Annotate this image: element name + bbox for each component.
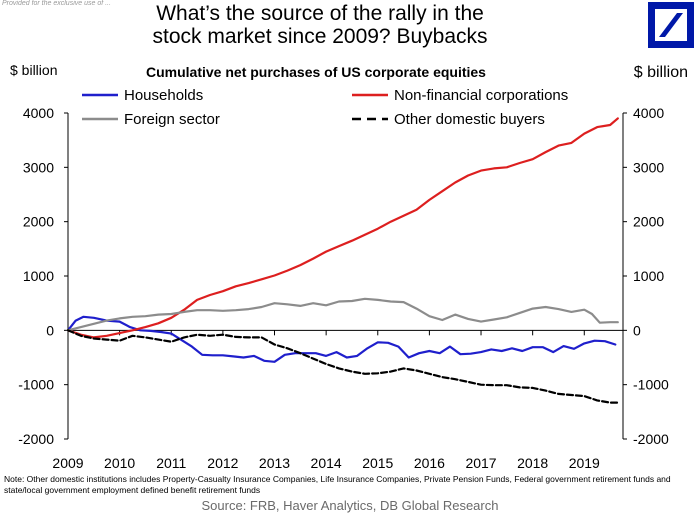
right-axis-unit: $ billion: [633, 64, 688, 81]
x-tick-label: 2011: [156, 455, 186, 471]
x-tick-label: 2015: [362, 455, 393, 471]
footnote: Note: Other domestic institutions includ…: [4, 474, 671, 495]
y-tick-label-right: -2000: [633, 431, 669, 447]
chart-title: Cumulative net purchases of US corporate…: [146, 64, 486, 80]
legend-label: Other domestic buyers: [394, 111, 545, 128]
y-tick-label-left: 2000: [23, 214, 54, 230]
x-tick-label: 2010: [104, 455, 135, 471]
x-tick-label: 2014: [311, 455, 342, 471]
y-tick-label-left: 3000: [23, 159, 54, 175]
series-line-non-financial-corporations: [66, 117, 619, 339]
logo-slash-icon: [659, 13, 683, 37]
x-tick-label: 2016: [414, 455, 445, 471]
x-tick-label: 2017: [465, 455, 496, 471]
title-line-2: stock market since 2009? Buybacks: [152, 25, 488, 48]
left-axis-unit: $ billion: [10, 62, 58, 78]
y-tick-label-right: 3000: [633, 159, 664, 175]
logo-square: [655, 9, 687, 41]
watermark-text: Provided for the exclusive use of ...: [2, 0, 111, 7]
x-tick-label: 2009: [52, 455, 83, 471]
y-tick-label-right: 0: [633, 322, 641, 338]
legend-label: Foreign sector: [124, 111, 220, 128]
title-line-1: What’s the source of the rally in the: [156, 2, 484, 25]
y-tick-label-left: -1000: [18, 377, 54, 393]
x-tick-label: 2013: [259, 455, 290, 471]
source-line: Source: FRB, Haver Analytics, DB Global …: [201, 498, 499, 513]
y-tick-label-right: 2000: [633, 214, 664, 230]
y-tick-label-right: -1000: [633, 377, 669, 393]
x-tick-label: 2018: [517, 455, 548, 471]
x-tick-label: 2012: [207, 455, 238, 471]
series-line-foreign-sector: [66, 297, 619, 332]
legend-label: Non-financial corporations: [394, 87, 568, 104]
series-line-households: [66, 315, 617, 363]
y-tick-label-right: 1000: [633, 268, 664, 284]
y-tick-label-left: 4000: [23, 105, 54, 121]
series-line-other-domestic-buyers: [66, 329, 619, 404]
y-tick-label-left: 0: [46, 322, 54, 338]
y-tick-label-right: 4000: [633, 105, 664, 121]
deutsche-bank-logo-icon: [648, 2, 694, 48]
page-title: What’s the source of the rally in the st…: [0, 2, 640, 48]
legend-label: Households: [124, 87, 203, 104]
x-tick-label: 2019: [569, 455, 600, 471]
y-tick-label-left: 1000: [23, 268, 54, 284]
y-tick-label-left: -2000: [18, 431, 54, 447]
